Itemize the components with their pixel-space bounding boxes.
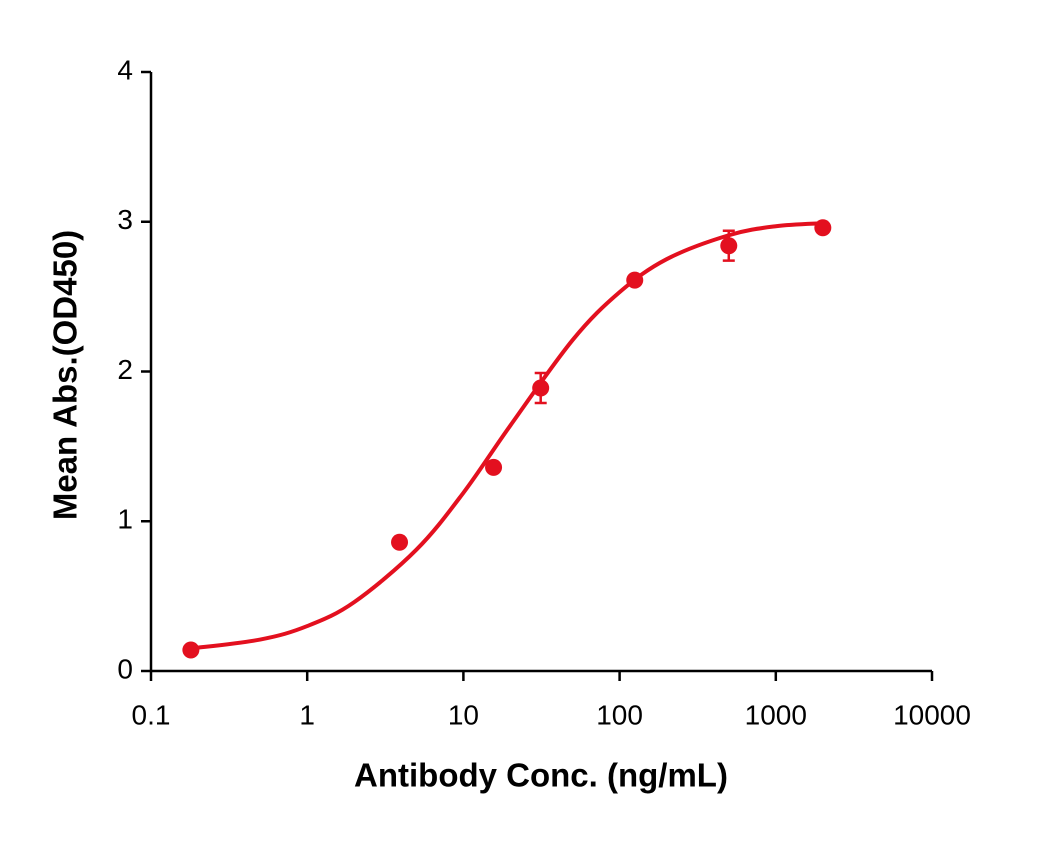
data-point [391, 533, 409, 551]
y-tick-label: 1 [117, 504, 133, 535]
data-point [182, 641, 200, 659]
x-tick-label: 10 [448, 699, 479, 730]
data-point [532, 379, 550, 397]
y-tick-label: 3 [117, 204, 133, 235]
x-tick-label: 1 [299, 699, 315, 730]
y-tick-label: 2 [117, 354, 133, 385]
x-axis-title: Antibody Conc. (ng/mL) [354, 757, 728, 794]
data-point [626, 271, 644, 289]
x-tick-label: 0.1 [132, 699, 171, 730]
y-tick-label: 0 [117, 653, 133, 684]
x-tick-label: 10000 [893, 699, 971, 730]
data-point [720, 237, 738, 255]
fit-curve [190, 221, 823, 651]
data-point [485, 458, 503, 476]
x-tick-label: 100 [596, 699, 643, 730]
data-point [814, 219, 832, 237]
y-axis-title: Mean Abs.(OD450) [47, 230, 84, 520]
x-tick-label: 1000 [745, 699, 807, 730]
y-tick-label: 4 [117, 54, 133, 85]
